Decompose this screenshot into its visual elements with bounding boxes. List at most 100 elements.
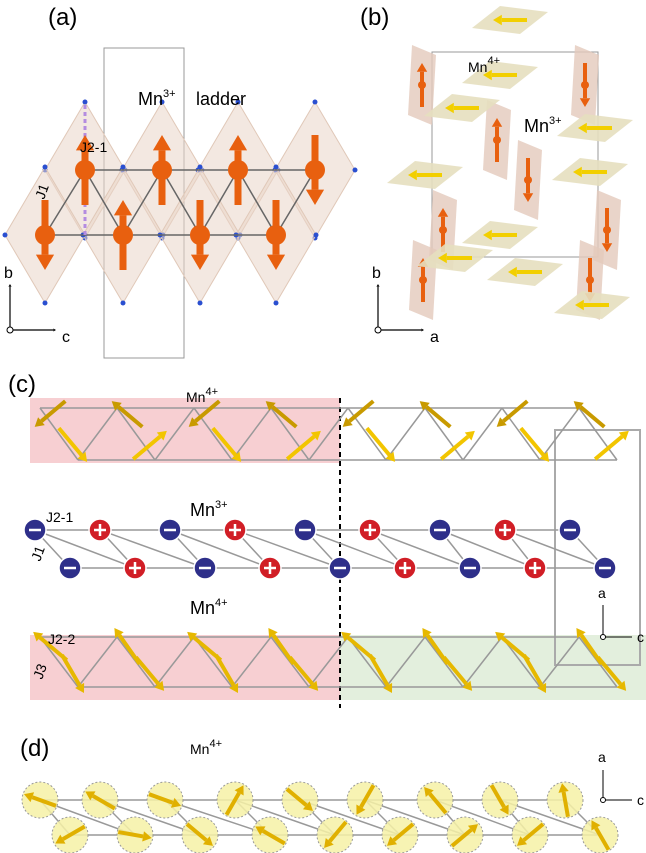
spin-arrow-head — [228, 135, 248, 151]
oxygen — [273, 300, 279, 306]
spin-arrow-head — [34, 417, 45, 427]
spin-arrow — [134, 655, 161, 686]
spin-arrow — [392, 822, 415, 842]
bond — [34, 529, 136, 569]
spin-arrow-head — [190, 254, 210, 270]
bond — [578, 407, 618, 461]
axis-label: a — [598, 749, 606, 765]
spin-arrow-head — [35, 254, 55, 270]
spin-arrow-head — [170, 797, 181, 808]
spin-arrow — [57, 426, 84, 457]
structure-drawings — [2, 6, 646, 853]
bond — [44, 169, 86, 236]
exchange-label: J2-1 — [80, 139, 107, 155]
axis-origin — [6, 326, 14, 334]
oxygen — [2, 232, 8, 238]
spin-arrow-head — [385, 451, 396, 462]
spin-arrow-head — [419, 401, 430, 411]
spin-arrow-head — [341, 631, 352, 642]
spin-arrow-head — [578, 122, 587, 134]
spin-arrow — [117, 405, 144, 429]
spin-arrow — [439, 434, 470, 461]
spin-arrow-head — [75, 135, 95, 151]
spin-arrow-head — [579, 98, 591, 107]
spin-arrow — [31, 795, 57, 808]
spin-arrow-head — [234, 785, 244, 796]
spin-arrow-head — [187, 631, 198, 642]
spin-arrow-head — [483, 229, 492, 241]
spin-arrow-head — [152, 135, 172, 151]
spin-arrow-head — [408, 169, 417, 181]
mn-label: Mn3+ — [190, 499, 228, 520]
axis-label: c — [637, 792, 644, 808]
bond — [439, 529, 536, 569]
bond — [270, 407, 310, 461]
spin-arrow-head — [618, 430, 629, 441]
spin-arrow — [579, 405, 606, 429]
axis-label: a — [430, 329, 439, 346]
spin-arrow-head — [75, 682, 85, 694]
bond — [369, 529, 471, 569]
spin-arrow — [425, 405, 452, 429]
spin-arrow — [285, 434, 316, 461]
spin-arrow-head — [188, 417, 199, 427]
oxygen — [197, 164, 203, 170]
spin-arrow-head — [383, 682, 393, 694]
mn-label: Mn4+ — [186, 386, 218, 405]
spin-arrow — [261, 829, 286, 846]
axis-label: a — [598, 585, 606, 601]
spin-arrow — [596, 655, 623, 686]
axis-label: c — [637, 629, 644, 645]
mn4-band — [340, 635, 646, 700]
spin-arrow — [502, 399, 529, 423]
panel-label: (c) — [8, 371, 36, 398]
spin-arrow-head — [255, 826, 266, 836]
spin-arrow-head — [491, 118, 503, 127]
spin-arrow-head — [154, 680, 165, 691]
bond — [154, 407, 195, 461]
bond — [385, 407, 426, 461]
spin-arrow-head — [537, 682, 547, 694]
spin-arrow-head — [113, 200, 133, 216]
spin-arrow — [328, 820, 348, 843]
spin-arrow — [522, 653, 544, 687]
unit-cell — [554, 429, 641, 666]
spin-arrow — [131, 434, 162, 461]
spin-arrow — [442, 655, 469, 686]
oxygen — [235, 99, 241, 105]
bond — [231, 407, 272, 461]
panel-label: (d) — [20, 735, 49, 762]
bond — [77, 636, 118, 688]
spin-arrow — [450, 828, 473, 848]
oxygen — [197, 300, 203, 306]
spin-arrow-head — [508, 266, 517, 278]
spin-arrow-head — [77, 451, 88, 462]
bond — [116, 407, 156, 461]
spin-arrow-head — [85, 791, 96, 801]
spin-arrow — [359, 784, 376, 809]
axis-label: b — [372, 265, 381, 282]
spin-arrow — [60, 653, 82, 687]
spin-arrow-head — [305, 189, 325, 205]
spin-arrow-head — [386, 836, 398, 846]
bond — [424, 407, 464, 461]
bond — [275, 169, 316, 236]
mn-label: Mn3+ — [138, 88, 176, 109]
spin-arrow-head — [308, 680, 319, 691]
spin-arrow-head — [438, 252, 447, 264]
mn-label: Mn3+ — [524, 115, 562, 136]
spin-arrow-head — [33, 631, 44, 642]
spin-arrow — [271, 405, 298, 429]
ladder-label: ladder — [196, 89, 246, 109]
bond — [539, 407, 580, 461]
spin-arrow — [288, 655, 315, 686]
bond — [385, 636, 426, 688]
bond — [84, 169, 124, 236]
axis-origin — [600, 797, 606, 803]
spin-arrow — [428, 792, 448, 815]
spin-arrow-head — [573, 166, 582, 178]
oxygen — [82, 99, 88, 105]
spin-arrow-head — [516, 836, 528, 846]
spin-arrow — [211, 426, 238, 457]
bond — [304, 529, 406, 569]
